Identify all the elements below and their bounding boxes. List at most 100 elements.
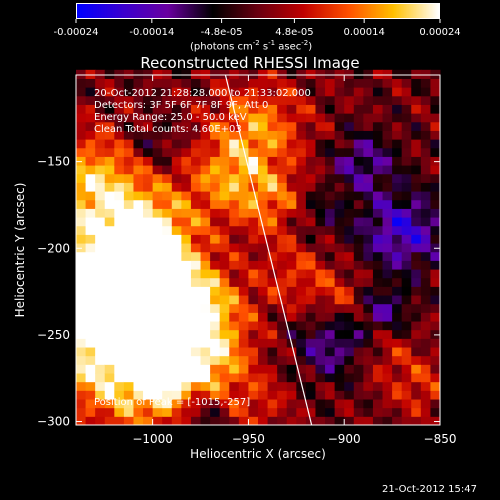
heatmap-cell (248, 373, 259, 383)
heatmap-cell (162, 95, 173, 105)
heatmap-cell (401, 225, 412, 235)
heatmap-cell (401, 199, 412, 209)
heatmap-cell (114, 399, 125, 409)
heatmap-cell (76, 347, 87, 357)
heatmap-cell (76, 95, 87, 105)
heatmap-cell (382, 217, 393, 227)
heatmap-cell (95, 139, 106, 149)
heatmap-cell (363, 208, 374, 218)
heatmap-cell (267, 295, 278, 305)
heatmap-cell (382, 243, 393, 253)
heatmap-cell (353, 381, 364, 391)
heatmap-cell (353, 87, 364, 97)
heatmap-cell (277, 87, 288, 97)
heatmap-cell (277, 69, 288, 79)
heatmap-cell (200, 321, 211, 331)
heatmap-cell (248, 165, 259, 175)
heatmap-cell (325, 381, 336, 391)
heatmap-cell (238, 329, 249, 339)
heatmap-cell (401, 286, 412, 296)
heatmap-cell (382, 407, 393, 417)
heatmap-cell (277, 407, 288, 417)
heatmap-cell (267, 381, 278, 391)
heatmap-cell (133, 364, 144, 374)
heatmap-cell (372, 95, 384, 105)
heatmap-cell (382, 139, 393, 149)
heatmap-cell (411, 139, 422, 149)
heatmap-cell (200, 260, 211, 270)
heatmap-cell (219, 208, 230, 218)
heatmap-cell (325, 277, 336, 287)
heatmap-cell (95, 373, 106, 383)
heatmap-cell (162, 147, 173, 157)
heatmap-cell (325, 78, 336, 88)
heatmap-cell (133, 199, 144, 209)
heatmap-cell (258, 399, 269, 409)
heatmap-cell (420, 399, 431, 409)
heatmap-cell (353, 225, 364, 235)
heatmap-cell (238, 139, 249, 149)
heatmap-cell (104, 260, 115, 270)
heatmap-cell (401, 69, 412, 79)
heatmap-cell (190, 251, 202, 261)
heatmap-cell (190, 364, 202, 374)
heatmap-cell (382, 95, 393, 105)
heatmap-cell (296, 303, 307, 313)
heatmap-cell (190, 243, 202, 253)
heatmap-cell (267, 399, 278, 409)
heatmap-cell (200, 381, 211, 391)
heatmap-cell (420, 286, 431, 296)
heatmap-cell (296, 338, 307, 348)
heatmap-cell (344, 217, 355, 227)
heatmap-cell (353, 243, 364, 253)
heatmap-cell (344, 234, 355, 244)
heatmap-cell (229, 321, 240, 331)
heatmap-cell (114, 78, 125, 88)
heatmap-cell (315, 373, 326, 383)
heatmap-cell (363, 243, 374, 253)
heatmap-cell (277, 104, 288, 114)
heatmap-cell (382, 312, 393, 322)
heatmap-cell (85, 277, 96, 287)
heatmap-cell (143, 416, 154, 426)
heatmap-cell (401, 130, 412, 140)
heatmap-cell (133, 303, 144, 313)
heatmap-cell (411, 217, 422, 227)
heatmap-cell (200, 364, 211, 374)
heatmap-cell (296, 399, 307, 409)
heatmap-cell (334, 347, 345, 357)
heatmap-cell (152, 407, 163, 417)
heatmap-cell (315, 225, 326, 235)
heatmap-cell (315, 139, 326, 149)
heatmap-cell (238, 321, 249, 331)
heatmap-cell (420, 147, 431, 157)
heatmap-cell (248, 147, 259, 157)
heatmap-cell (104, 156, 115, 166)
heatmap-cell (305, 139, 316, 149)
x-tick-label: −1000 (132, 432, 173, 446)
annotation-peak: Position of Peak = [-1015,-257] (94, 397, 251, 408)
heatmap-cell (85, 286, 96, 296)
heatmap-cell (315, 416, 326, 426)
heatmap-cell (152, 217, 163, 227)
heatmap-cell (363, 199, 374, 209)
heatmap-cell (219, 390, 230, 400)
heatmap-cell (190, 338, 202, 348)
heatmap-cell (420, 269, 431, 279)
heatmap-cell (286, 78, 297, 88)
heatmap-cell (420, 295, 431, 305)
heatmap-cell (200, 399, 211, 409)
annotation-detectors: Detectors: 3F 5F 6F 7F 8F 9F, Att 0 (94, 100, 269, 111)
heatmap-cell (305, 121, 316, 131)
heatmap-cell (85, 416, 96, 426)
heatmap-cell (219, 312, 230, 322)
heatmap-cell (277, 286, 288, 296)
heatmap-cell (363, 399, 374, 409)
heatmap-cell (162, 121, 173, 131)
heatmap-cell (76, 191, 87, 201)
heatmap-cell (162, 416, 173, 426)
heatmap-cell (171, 191, 182, 201)
heatmap-cell (219, 87, 230, 97)
heatmap-cell (95, 295, 106, 305)
heatmap-cell (171, 95, 182, 105)
